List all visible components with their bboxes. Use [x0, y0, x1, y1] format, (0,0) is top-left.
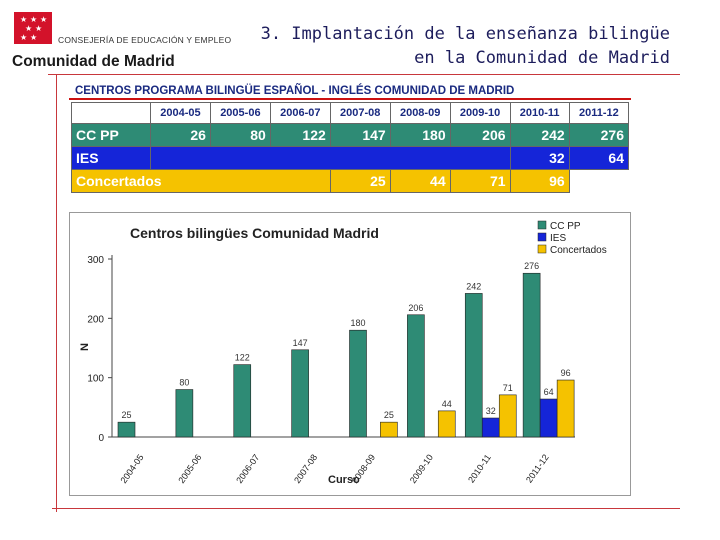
bar: [291, 349, 309, 438]
page-title-line1: 3. Implantación de la enseñanza bilingüe: [260, 24, 670, 44]
table-cell: 206: [449, 123, 511, 147]
table-row-years: 2004-05 2005-06 2006-07 2007-08 2008-09 …: [71, 102, 630, 124]
year-header: 2011-12: [568, 102, 630, 124]
bar-value-label: 276: [524, 261, 539, 271]
bar-value-label: 96: [561, 368, 571, 378]
madrid-stars-emblem-icon: ★ ★ ★ ★ ★ ★ ★: [14, 12, 52, 44]
table-cell: 276: [568, 123, 630, 147]
x-tick-label: 2005-06: [176, 452, 203, 485]
x-tick-label: 2009-10: [408, 452, 435, 485]
year-header: 2005-06: [209, 102, 271, 124]
table-cell: 32: [509, 146, 570, 170]
page-title: 3. Implantación de la enseñanza bilingüe…: [261, 22, 670, 70]
table-cell: 26: [150, 123, 211, 147]
table-cell: 180: [389, 123, 451, 147]
bar-value-label: 44: [442, 399, 452, 409]
bar-value-label: 147: [293, 338, 308, 348]
bar: [349, 329, 367, 438]
row-label: CC PP: [71, 123, 151, 147]
page-title-line2: en la Comunidad de Madrid: [414, 48, 670, 68]
table-row-ccpp: CC PP 26 80 122 147 180 206 242 276: [71, 123, 630, 147]
y-axis-label: N: [79, 343, 91, 351]
bar: [407, 314, 425, 438]
legend-swatch: [537, 220, 547, 230]
table-cell-empty: [150, 146, 511, 170]
table-cell: 64: [568, 146, 630, 170]
bar-chart: Centros bilingües Comunidad Madrid CC PP…: [69, 212, 631, 496]
logo-department: CONSEJERÍA DE EDUCACIÓN Y EMPLEO: [58, 35, 232, 45]
table-cell: 242: [509, 123, 570, 147]
legend-swatch: [537, 232, 547, 242]
bar: [175, 389, 194, 438]
bar: [233, 364, 252, 438]
bar-value-label: 25: [384, 410, 394, 420]
year-header: 2006-07: [269, 102, 331, 124]
table-cell: 71: [449, 169, 511, 193]
x-tick-label: 2007-08: [292, 452, 319, 485]
table-row-ies: IES 32 64: [71, 146, 630, 170]
year-header: 2009-10: [449, 102, 511, 124]
chart-bars: 25 80 122 147 180 25 206 44 242 32 71 276 64 96: [117, 261, 575, 438]
bar: [117, 421, 136, 438]
y-tick-label: 100: [87, 374, 104, 385]
table-cell: 25: [329, 169, 391, 193]
bar-value-label: 64: [544, 387, 554, 397]
year-header: 2004-05: [150, 102, 211, 124]
centers-table: CENTROS PROGRAMA BILINGÜE ESPAÑOL - INGL…: [69, 83, 631, 200]
bar: [522, 272, 541, 438]
x-axis-label: Curso: [328, 474, 360, 486]
year-header: 2007-08: [329, 102, 391, 124]
x-tick-label: 2004-05: [119, 452, 146, 485]
bar: [464, 293, 483, 438]
chart-svg: Centros bilingües Comunidad Madrid CC PP…: [79, 220, 607, 486]
table-cell: 96: [509, 169, 570, 193]
table-cell: 122: [269, 123, 331, 147]
bar-value-label: 25: [121, 410, 131, 420]
bar: [539, 398, 558, 438]
table-cell: 147: [329, 123, 391, 147]
chart-axes: 0 100 200 300 2004-05 2005-06 2006-07 2007-08 20…: [87, 255, 575, 485]
bar: [498, 394, 517, 438]
table-cell: 80: [209, 123, 271, 147]
legend-label: Concertados: [550, 245, 607, 256]
bar-value-label: 180: [350, 318, 365, 328]
table-row-concertados: Concertados 25 44 71 96: [71, 169, 629, 193]
logo: ★ ★ ★ ★ ★ ★ ★ CONSEJERÍA DE EDUCACIÓN Y EMPL…: [10, 8, 232, 70]
top-rule: [48, 74, 680, 75]
year-header: 2010-11: [509, 102, 570, 124]
bar-value-label: 122: [235, 353, 250, 363]
bar: [380, 421, 398, 438]
legend-label: CC PP: [550, 221, 581, 232]
legend-label: IES: [550, 233, 566, 244]
legend-swatch: [537, 244, 547, 254]
table-cell: 44: [389, 169, 451, 193]
x-tick-label: 2011-12: [524, 452, 551, 484]
bar-value-label: 80: [179, 378, 189, 388]
row-label: Concertados: [71, 169, 331, 193]
chart-title: Centros bilingües Comunidad Madrid: [130, 225, 379, 241]
y-tick-label: 300: [87, 255, 104, 266]
year-header: 2008-09: [389, 102, 451, 124]
y-tick-label: 0: [98, 433, 104, 444]
y-tick-label: 200: [87, 314, 104, 325]
bar: [556, 379, 575, 438]
left-rule: [56, 74, 57, 512]
bar: [481, 417, 500, 438]
x-tick-label: 2010-11: [466, 452, 493, 484]
bottom-rule: [52, 508, 680, 509]
table-corner-cell: [71, 102, 151, 124]
bar-value-label: 242: [466, 281, 481, 291]
bar-value-label: 71: [503, 383, 513, 393]
data-table: 2004-05 2005-06 2006-07 2007-08 2008-09 …: [71, 102, 630, 193]
bar-value-label: 206: [408, 303, 423, 313]
logo-name: Comunidad de Madrid: [12, 53, 175, 70]
table-heading: CENTROS PROGRAMA BILINGÜE ESPAÑOL - INGL…: [69, 83, 631, 100]
x-tick-label: 2006-07: [234, 452, 261, 485]
bar: [437, 410, 456, 438]
row-label: IES: [71, 146, 151, 170]
bar-value-label: 32: [486, 406, 496, 416]
